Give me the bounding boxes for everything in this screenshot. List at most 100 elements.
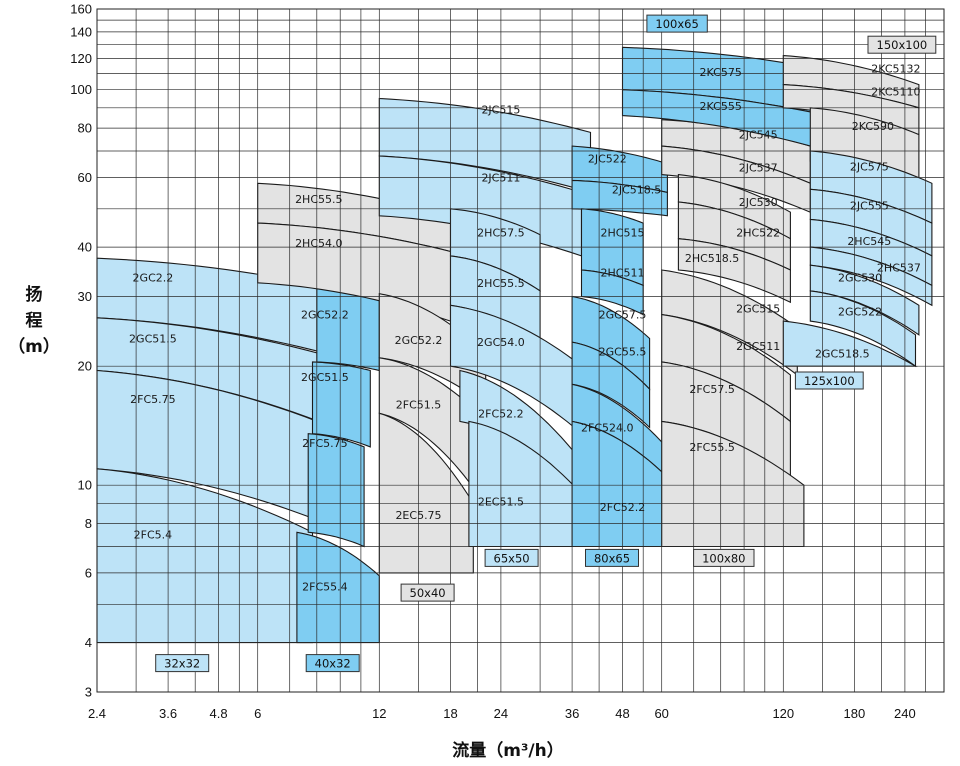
pump-size-box-3: 65x50	[484, 548, 539, 567]
x-axis-ticks: 2.4 3.6 4.8 6 12 18 24 36 48 60 120 180 240	[88, 706, 916, 721]
pump-size-box-bg-8	[867, 35, 937, 54]
series-label-36: 2FC55.5	[689, 441, 735, 454]
series-label-7: 2FC55.4	[302, 580, 348, 593]
series-label-25: 2GC55.5	[599, 345, 647, 358]
series-label-4: 2GC52.2	[301, 309, 349, 322]
series-label-37: 2KC575	[700, 66, 742, 79]
series-label-39: 2KC5132	[871, 63, 920, 76]
series-label-13: 2JC515	[481, 104, 520, 117]
pump-size-label-8: 150x100	[877, 38, 928, 52]
series-label-0: 2GC2.2	[133, 272, 174, 285]
x-tick-label-2: 4.8	[210, 706, 228, 721]
y-tick-label-12: 140	[70, 24, 92, 39]
pump-size-box-bg-7	[646, 14, 708, 33]
series-label-48: 2GC518.5	[815, 348, 870, 361]
x-tick-label-12: 240	[894, 706, 916, 721]
series-label-41: 2KC590	[852, 120, 894, 133]
series-label-30: 2JC530	[739, 196, 778, 209]
y-axis-title-unit: （m）	[8, 336, 60, 357]
series-label-5: 2GC51.5	[301, 371, 349, 384]
series-label-31: 2HC522	[736, 227, 780, 240]
series-label-26: 2FC524.0	[581, 421, 634, 434]
series-label-18: 2FC52.2	[478, 407, 524, 420]
pump-size-label-7: 100x65	[655, 17, 698, 31]
pump-area-32	[677, 238, 791, 304]
y-tick-label-1: 4	[85, 635, 92, 650]
series-label-27: 2FC52.2	[600, 501, 646, 514]
y-tick-label-3: 8	[85, 516, 92, 531]
pump-size-box-6: 125x100	[794, 371, 864, 390]
y-tick-label-10: 100	[70, 82, 92, 97]
series-label-21: 2JC518.5	[612, 183, 661, 196]
x-tick-label-7: 36	[565, 706, 579, 721]
x-tick-label-6: 24	[494, 706, 508, 721]
pump-size-box-1: 40x32	[305, 654, 360, 673]
y-tick-label-4: 10	[78, 478, 92, 493]
pump-size-label-0: 32x32	[164, 657, 200, 671]
pump-size-box-0: 32x32	[155, 654, 210, 673]
pump-size-box-4: 80x65	[585, 548, 639, 567]
pump-size-label-5: 100x80	[702, 551, 745, 565]
series-label-42: 2JC575	[850, 160, 889, 173]
chart-grid	[96, 8, 945, 693]
y-tick-label-0: 3	[85, 685, 92, 700]
pump-size-box-bg-2	[400, 583, 455, 602]
x-tick-label-0: 2.4	[88, 706, 106, 721]
series-labels: 2GC2.2 2GC51.5 2FC5.75 2FC5.4 2GC52.2 2GC51.5…	[129, 63, 921, 594]
pump-size-box-2: 50x40	[400, 583, 455, 602]
series-label-20: 2JC522	[588, 153, 627, 166]
pump-size-box-8: 150x100	[867, 35, 937, 54]
series-label-46: 2GC530	[838, 272, 882, 285]
y-tick-label-5: 20	[78, 359, 92, 374]
x-tick-label-8: 48	[615, 706, 629, 721]
x-axis-title: 流量（m³/h）	[452, 740, 563, 761]
series-label-38: 2KC555	[700, 100, 742, 113]
series-label-2: 2FC5.75	[130, 393, 176, 406]
y-tick-label-9: 80	[78, 121, 92, 136]
series-label-15: 2HC57.5	[477, 227, 524, 240]
series-label-29: 2JC537	[739, 162, 778, 175]
series-label-3: 2FC5.4	[134, 529, 173, 542]
pump-size-box-bg-0	[155, 654, 210, 673]
series-label-33: 2GC515	[736, 302, 780, 315]
y-tick-label-11: 120	[70, 51, 92, 66]
x-tick-label-11: 180	[844, 706, 866, 721]
y-tick-label-2: 6	[85, 565, 92, 580]
y-axis-ticks: 3 4 6 8 10 20 30 40 60 80 100 120 140 160	[70, 2, 92, 700]
pump-size-label-4: 80x65	[594, 551, 630, 565]
series-label-22: 2HC515	[601, 227, 645, 240]
pump-curve-areas	[96, 46, 933, 644]
series-label-35: 2FC57.5	[689, 383, 735, 396]
y-axis-title-char-2: 程	[26, 311, 43, 331]
series-label-14: 2JC511	[481, 172, 520, 185]
x-tick-label-10: 120	[772, 706, 794, 721]
y-tick-label-8: 60	[78, 170, 92, 185]
y-tick-label-13: 160	[70, 2, 92, 17]
y-tick-label-7: 40	[78, 240, 92, 255]
x-tick-label-3: 6	[254, 706, 261, 721]
pump-size-box-bg-5	[693, 548, 755, 567]
pump-size-box-bg-4	[585, 548, 639, 567]
series-label-44: 2HC545	[847, 235, 891, 248]
series-label-10: 2GC52.2	[395, 334, 443, 347]
series-label-19: 2EC51.5	[478, 495, 524, 508]
series-label-43: 2JC555	[850, 199, 889, 212]
series-label-16: 2HC55.5	[477, 277, 524, 290]
series-label-9: 2HC54.0	[295, 237, 342, 250]
pump-area-45	[809, 246, 933, 307]
series-label-47: 2GC522	[838, 306, 882, 319]
series-label-45: 2HC537	[877, 262, 921, 275]
pump-size-box-7: 100x65	[646, 14, 708, 33]
pump-size-box-bg-6	[794, 371, 864, 390]
x-tick-label-9: 60	[654, 706, 668, 721]
series-label-32: 2HC518.5	[685, 252, 739, 265]
series-label-6: 2FC5.75	[302, 437, 348, 450]
pump-area-21	[571, 179, 668, 217]
series-label-8: 2HC55.5	[295, 193, 342, 206]
series-label-40: 2KC5110	[871, 86, 920, 99]
x-tick-label-5: 18	[443, 706, 457, 721]
pump-size-label-3: 65x50	[494, 551, 530, 565]
x-tick-label-4: 12	[372, 706, 386, 721]
series-label-11: 2FC51.5	[396, 399, 442, 412]
pump-size-boxes: 32x32 40x32 50x40 65x50 80x65 100x80 125x100 10…	[155, 14, 937, 673]
